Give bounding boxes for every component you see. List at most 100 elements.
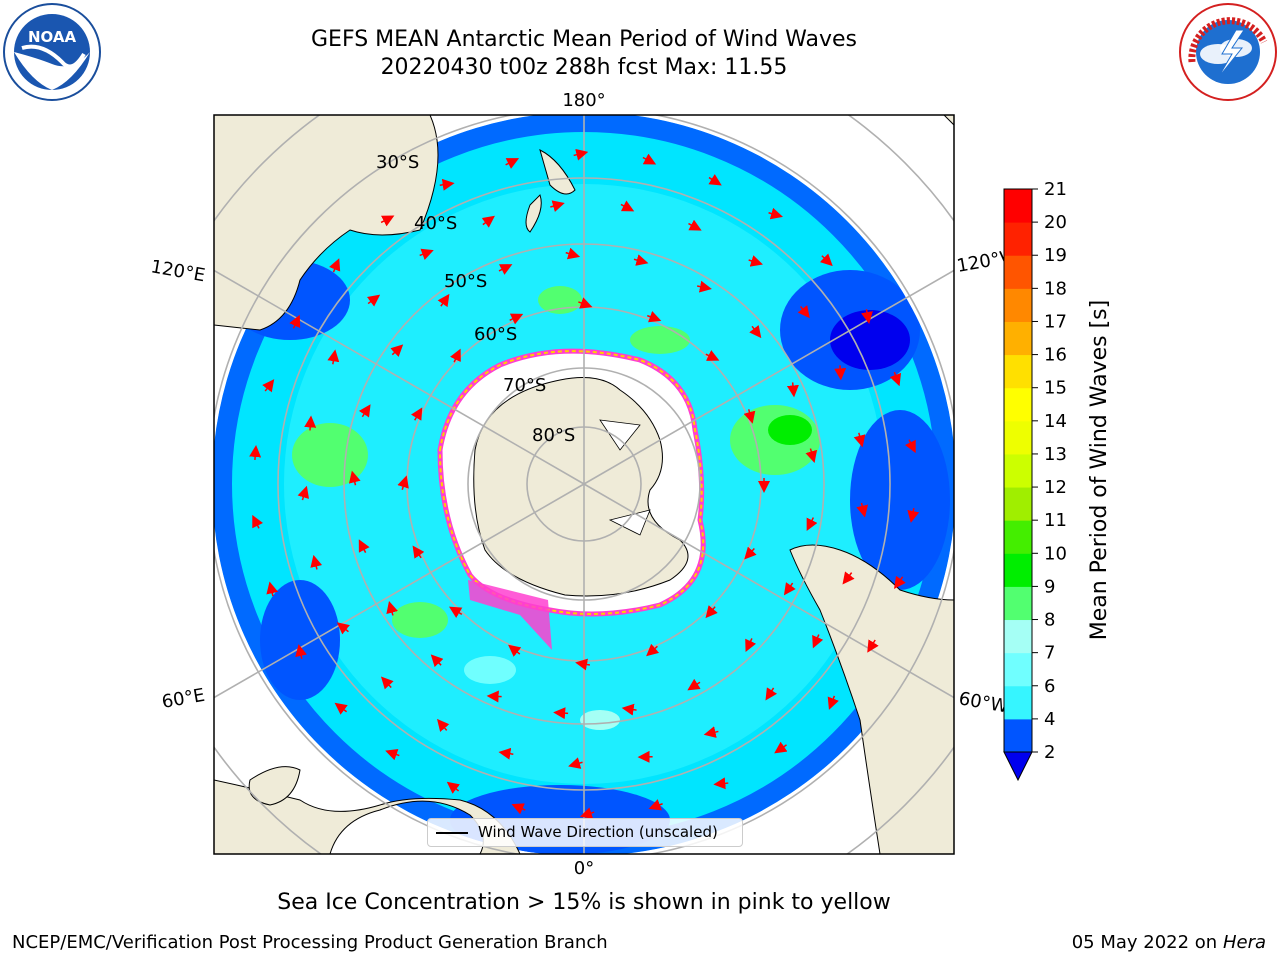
colorbar-frame [1003,188,1033,753]
colorbar-tick-label: 14 [1044,411,1067,432]
colorbar-segment [1004,619,1032,654]
footer-machine: Hera [1222,932,1266,953]
lat-label-70s: 70°S [503,375,546,396]
footer-date-text: 05 May 2022 on [1071,932,1218,953]
colorbar-tick-label: 4 [1044,709,1055,730]
wind-wave-arrow [334,702,348,715]
wind-wave-arrow [578,297,593,309]
wind-wave-arrow [262,379,275,393]
wind-wave-arrow [437,718,450,732]
wind-wave-arrow [705,350,720,361]
colorbar-tick-label: 10 [1044,543,1067,564]
colorbar-tick-label: 16 [1044,345,1067,366]
wind-wave-arrow [565,247,581,260]
colorbar-segment [1004,189,1032,223]
wind-wave-arrow [498,264,513,275]
wind-wave-arrow [806,517,818,531]
colorbar-extend-min [1003,751,1033,782]
wind-wave-arrow [894,575,906,590]
colorbar-segment [1004,487,1032,521]
wind-wave-arrow [419,248,434,260]
wind-wave-arrow [708,174,722,186]
wind-wave-arrow [289,314,301,329]
wind-wave-arrow [508,644,522,657]
wind-wave-arrow [266,581,279,597]
wind-wave-arrow [380,676,394,690]
wind-wave-arrow [842,571,855,585]
wind-wave-arrow [412,545,425,559]
map-legend: Wind Wave Direction (unscaled) [427,818,743,847]
wind-wave-arrow [713,777,729,790]
wind-wave-arrow [688,219,702,231]
wind-wave-arrow [633,254,649,266]
wind-wave-arrow [697,280,712,293]
legend-label: Wind Wave Direction (unscaled) [478,823,718,841]
wind-wave-arrow [568,757,583,769]
colorbar-segment [1004,420,1032,455]
wind-wave-arrow [812,634,824,649]
wind-wave-arrow [642,153,657,165]
wind-wave-arrow [768,207,783,220]
map-frame [213,114,955,855]
lat-label-50s: 50°S [444,271,487,292]
chart-title: GEFS MEAN Antarctic Mean Period of Wind … [311,27,857,52]
wind-wave-arrow [797,305,810,319]
wind-wave-arrow [390,344,404,358]
wind-wave-arrow [553,707,569,720]
lon-label-120e: 120°E [149,256,207,286]
wind-wave-arrow [310,554,323,570]
colorbar-tick-label: 21 [1044,179,1067,200]
wind-wave-arrow [648,799,663,811]
wind-wave-arrow [861,309,873,324]
wind-wave-arrow [907,508,920,523]
wind-wave-arrows [249,148,920,819]
colorbar-segment [1004,288,1032,322]
wind-wave-arrow [295,644,307,659]
wind-wave-arrow [783,582,796,596]
wind-wave-arrow [550,200,565,212]
wind-wave-arrow [509,313,524,325]
lat-label-30s: 30°S [376,152,419,173]
wind-wave-arrow [439,178,455,191]
colorbar: 2 4 6 7 8 9 10 11 12 13 14 15 16 17 18 19 20 21 [1003,179,1067,782]
wind-wave-arrow [481,215,495,228]
wind-wave-arrow [774,741,788,754]
wind-wave-arrow [765,687,778,701]
colorbar-segment [1004,387,1032,422]
wind-wave-arrow [505,158,520,169]
wind-wave-arrow [743,409,756,424]
wind-wave-arrow [904,439,916,454]
wind-wave-arrow [336,622,350,635]
legend-line-swatch [436,832,468,834]
wind-wave-arrow [511,803,526,815]
wind-wave-arrow [834,365,847,381]
wind-wave-arrow [827,695,839,710]
wind-wave-arrow [252,514,264,529]
lon-label-60e: 60°E [160,685,206,713]
colorbar-segment [1004,222,1032,256]
wind-wave-arrow [385,748,400,761]
footer-credit: NCEP/EMC/Verification Post Processing Pr… [12,932,608,953]
colorbar-segment [1004,718,1032,753]
lat-label-40s: 40°S [414,213,457,234]
colorbar-segment [1004,255,1032,289]
wind-wave-arrow [889,371,902,387]
colorbar-tick-label: 11 [1044,510,1067,531]
wind-wave-arrow [579,807,595,819]
colorbar-segment [1004,453,1032,488]
wind-wave-arrow [437,293,450,308]
wind-wave-arrow [366,294,381,307]
colorbar-tick-label: 19 [1044,245,1067,266]
wind-wave-arrow [249,445,262,461]
wind-wave-arrow [687,678,701,691]
wind-wave-arrow [749,324,762,339]
wind-wave-arrow [446,781,460,794]
wind-wave-arrow [745,638,757,653]
colorbar-segment [1004,586,1032,621]
wind-wave-arrow [819,253,833,267]
lon-label-180: 180° [562,90,605,111]
wind-wave-arrow [304,415,317,431]
wind-wave-arrow [748,255,763,267]
wind-wave-arrow [397,475,409,490]
